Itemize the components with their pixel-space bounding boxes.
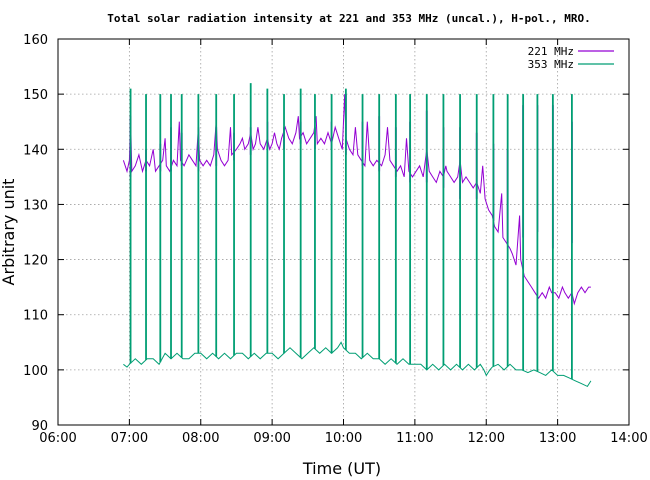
y-tick-label: 140 [23,143,48,158]
series-line-353 [123,341,592,388]
y-tick-label: 110 [23,309,48,324]
x-axis-label: Time (UT) [302,459,381,478]
chart-title: Total solar radiation intensity at 221 a… [107,12,590,25]
y-tick-label: 150 [23,88,48,103]
y-tick-label: 90 [31,419,48,434]
series-221-mhz [122,94,591,306]
legend-label-221: 221 MHz [528,45,574,58]
y-tick-label: 120 [23,254,48,269]
grid [58,39,629,425]
x-tick-label: 07:00 [111,431,148,446]
y-ticks: 90 100 110 120 130 140 150 160 [23,33,629,434]
y-tick-label: 100 [23,364,48,379]
x-tick-label: 13:00 [539,431,576,446]
legend-label-353: 353 MHz [528,58,574,71]
x-tick-label: 06:00 [39,431,76,446]
x-tick-label: 09:00 [253,431,290,446]
x-tick-label: 11:00 [396,431,433,446]
x-tick-label: 12:00 [468,431,505,446]
plot-frame [57,38,630,426]
x-tick-label: 10:00 [325,431,362,446]
y-tick-label: 130 [23,198,48,213]
x-tick-label: 08:00 [182,431,219,446]
legend: 221 MHz 353 MHz [528,45,614,71]
series-353-mhz [123,83,592,388]
x-ticks: 06:00 07:00 08:00 09:00 10:00 11:00 12:00 13:00… [39,39,648,446]
y-tick-label: 160 [23,33,48,48]
y-axis-label: Arbitrary unit [0,179,18,286]
series-line-221 [122,94,591,306]
x-tick-label: 14:00 [610,431,647,446]
